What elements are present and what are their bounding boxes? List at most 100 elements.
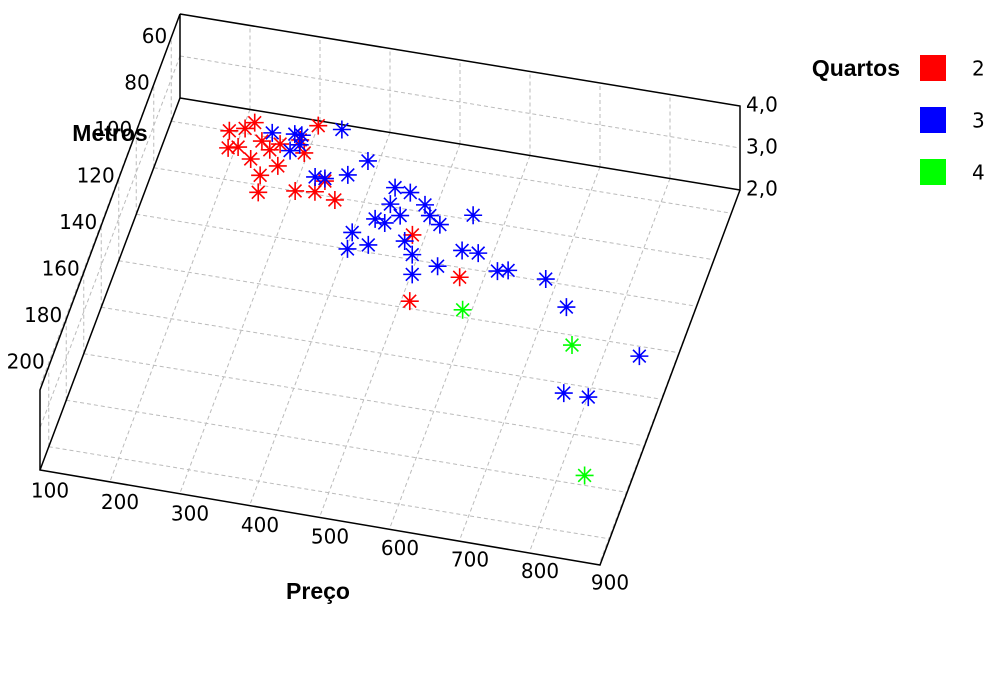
frame [39, 13, 741, 566]
point [325, 190, 344, 209]
point [285, 125, 304, 144]
point [292, 126, 311, 145]
point [305, 182, 324, 201]
point [315, 169, 334, 188]
frame-line [39, 97, 181, 471]
point [554, 384, 573, 403]
grid-line [66, 399, 627, 493]
grid [39, 13, 741, 563]
point [245, 113, 264, 132]
legend-title: Quartos [812, 55, 900, 81]
x-tick-label: 200 [101, 490, 139, 514]
grid-line [48, 446, 609, 540]
grid-line [109, 109, 251, 482]
point [263, 123, 282, 142]
x-tick-label: 700 [451, 548, 489, 572]
point [332, 120, 351, 139]
legend-label: 4 [972, 161, 985, 185]
point [401, 183, 420, 202]
grid-line [118, 260, 679, 354]
point [403, 265, 422, 284]
point [575, 466, 594, 485]
point [420, 206, 439, 225]
point [499, 261, 518, 280]
point [229, 138, 248, 157]
x-tick-label: 400 [241, 513, 279, 537]
point [395, 232, 414, 251]
y-tick-label: 160 [42, 256, 80, 280]
point [260, 140, 279, 159]
grid-line [529, 178, 671, 551]
y-tick-label: 80 [124, 70, 149, 94]
point [536, 270, 555, 289]
point [453, 300, 472, 319]
y-tick-label: 180 [24, 303, 62, 327]
z-tick-label: 3,0 [746, 135, 778, 159]
point [359, 235, 378, 254]
point [241, 149, 260, 168]
grid-line [249, 132, 391, 505]
frame-lines [39, 13, 741, 566]
grid-line [39, 55, 181, 429]
legend-swatch [920, 107, 946, 133]
point [252, 132, 271, 151]
grid-line [83, 353, 644, 447]
grid-line [101, 306, 662, 400]
legend-label: 2 [972, 57, 985, 81]
point [358, 151, 377, 170]
point [295, 143, 314, 162]
legend-label: 3 [972, 109, 985, 133]
point [453, 241, 472, 260]
grid-line [319, 143, 461, 517]
legend-swatch [920, 55, 946, 81]
point [400, 292, 419, 311]
point [391, 206, 410, 225]
point [469, 244, 488, 263]
point [579, 388, 598, 407]
point [488, 262, 507, 281]
point [403, 225, 422, 244]
point [430, 215, 449, 234]
point [290, 135, 309, 154]
point [416, 195, 434, 214]
z-tick-label: 4,0 [746, 93, 778, 117]
point [306, 167, 325, 186]
point [271, 135, 290, 154]
point [236, 119, 255, 138]
grid-line [179, 55, 741, 149]
y-tick-label: 140 [59, 210, 97, 234]
x-axis-label: Preço [286, 578, 350, 604]
y-axis-label: Metros [72, 120, 147, 146]
point [428, 257, 447, 276]
point [563, 336, 581, 355]
x-tick-label: 900 [591, 571, 629, 595]
grid-line [136, 213, 697, 307]
point [338, 165, 357, 184]
point [386, 178, 405, 197]
grid-line [459, 166, 601, 540]
point [464, 206, 483, 225]
point [343, 223, 362, 242]
point [557, 298, 576, 317]
y-tick-label: 100 [94, 117, 132, 141]
z-tick-label: 2,0 [746, 177, 778, 201]
point [366, 209, 385, 228]
y-tick-label: 60 [142, 24, 167, 48]
point [251, 166, 270, 185]
point [219, 138, 238, 157]
grid-line [153, 167, 714, 261]
point [381, 195, 400, 214]
point [450, 268, 469, 287]
point [338, 239, 357, 258]
points [219, 113, 649, 485]
y-tick-label: 200 [7, 349, 45, 373]
x-tick-label: 800 [521, 559, 559, 583]
point [309, 116, 328, 135]
y-tick-label: 120 [77, 163, 115, 187]
point [630, 347, 649, 366]
legend-swatch [920, 159, 946, 185]
x-tick-label: 100 [31, 479, 69, 503]
grid-line [179, 120, 321, 494]
point [220, 121, 239, 140]
